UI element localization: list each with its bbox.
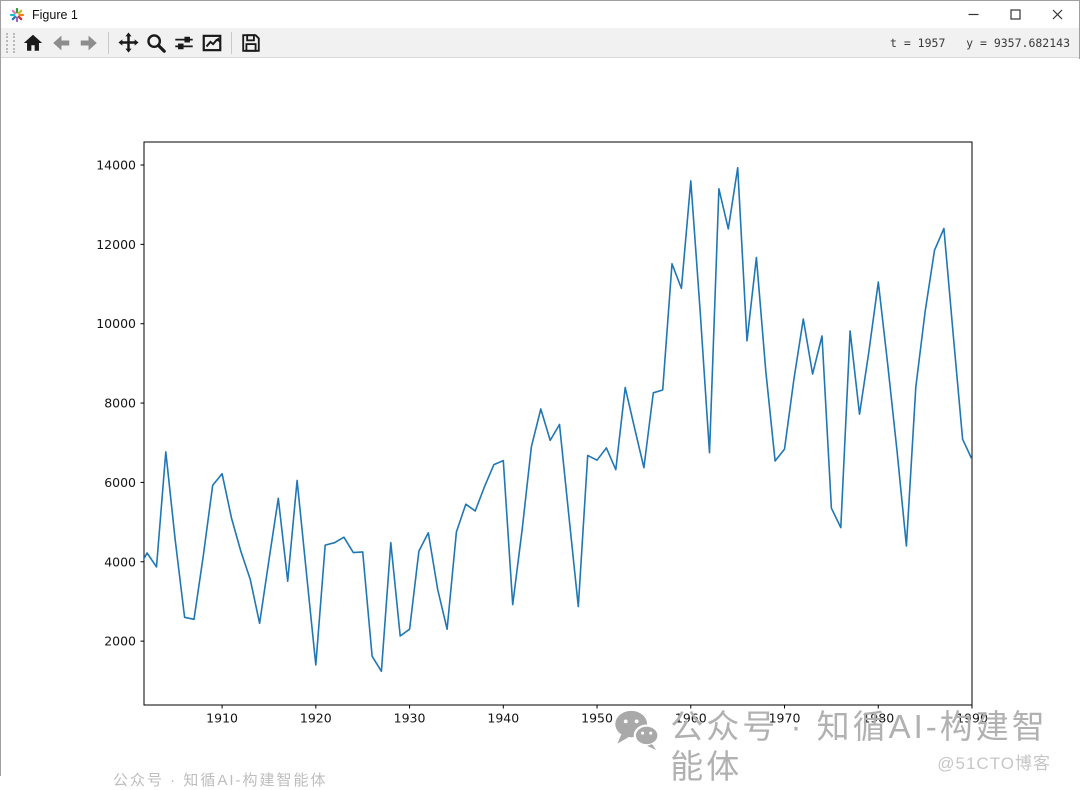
toolbar-button-forward[interactable] <box>75 29 103 57</box>
toolbar-button-back[interactable] <box>47 29 75 57</box>
svg-text:12000: 12000 <box>96 237 136 252</box>
svg-text:1950: 1950 <box>581 711 613 726</box>
save-icon <box>242 33 260 52</box>
navigation-toolbar: t = 1957 y = 9357.682143 <box>1 28 1079 58</box>
home-icon <box>23 34 43 51</box>
maximize-button[interactable] <box>994 1 1036 28</box>
toolbar-button-home[interactable] <box>19 29 47 57</box>
matplotlib-logo-icon <box>9 7 25 22</box>
toolbar-separator <box>108 31 109 54</box>
close-icon <box>1052 9 1062 20</box>
svg-text:1970: 1970 <box>769 711 801 726</box>
toolbar-button-zoom[interactable] <box>142 29 170 57</box>
svg-text:1980: 1980 <box>862 711 894 726</box>
toolbar-button-configure-subplots[interactable] <box>170 29 198 57</box>
zoom-icon <box>147 33 166 53</box>
svg-text:1930: 1930 <box>394 711 426 726</box>
watermark-partial: 公众号 · 知循AI-构建智能体 <box>113 772 328 789</box>
subplots-icon <box>175 36 193 49</box>
svg-text:4000: 4000 <box>104 554 136 569</box>
window-title: Figure 1 <box>32 7 78 22</box>
svg-text:14000: 14000 <box>96 158 136 173</box>
svg-text:6000: 6000 <box>104 475 136 490</box>
pan-icon <box>117 32 139 53</box>
close-button[interactable] <box>1036 1 1078 28</box>
back-arrow-icon <box>53 35 70 50</box>
maximize-icon <box>1009 9 1021 20</box>
forward-arrow-icon <box>80 35 97 50</box>
customize-icon <box>202 34 222 51</box>
chart-svg[interactable]: 1910 1920 1930 1940 1950 1960 1970 1980 1990 2000… <box>1 59 1080 777</box>
svg-text:8000: 8000 <box>104 396 136 411</box>
minimize-button[interactable] <box>952 1 994 28</box>
figure-canvas[interactable] <box>1 59 1080 777</box>
toolbar-grip[interactable] <box>6 32 15 53</box>
window-titlebar[interactable]: Figure 1 <box>1 1 1079 28</box>
svg-text:1920: 1920 <box>300 711 332 726</box>
toolbar-separator <box>231 31 232 54</box>
minimize-icon <box>968 13 978 16</box>
svg-text:2000: 2000 <box>104 634 136 649</box>
svg-text:1990: 1990 <box>956 711 988 726</box>
svg-text:1940: 1940 <box>487 711 519 726</box>
toolbar-button-save[interactable] <box>237 29 265 57</box>
toolbar-button-customize[interactable] <box>198 29 226 57</box>
svg-text:1960: 1960 <box>675 711 707 726</box>
cursor-position-readout: t = 1957 y = 9357.682143 <box>889 36 1070 50</box>
window-controls <box>952 1 1078 28</box>
svg-text:10000: 10000 <box>96 316 136 331</box>
watermark-subtext: @51CTO博客 <box>937 754 1051 773</box>
toolbar-button-pan[interactable] <box>114 29 142 57</box>
svg-text:1910: 1910 <box>206 711 238 726</box>
